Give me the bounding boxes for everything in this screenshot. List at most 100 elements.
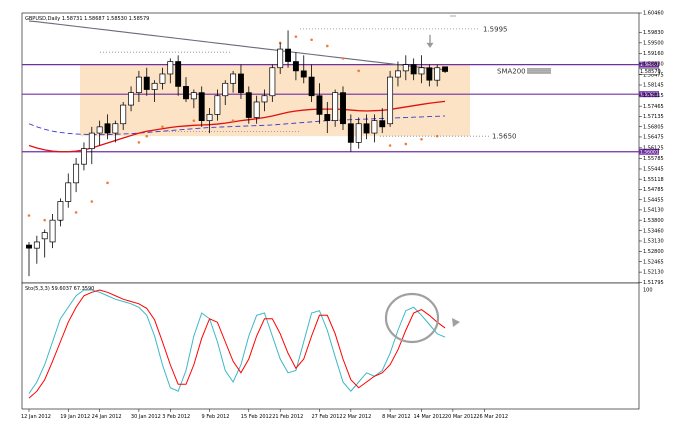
highlight-circle: [384, 292, 440, 344]
candle-body-4: [57, 201, 64, 221]
y-tick-label-10: 1.56805: [643, 124, 664, 130]
x-tick-label-9: 2 Mar 2012: [343, 414, 372, 420]
psar-dot-19: [404, 142, 408, 146]
candle-body-13: [128, 92, 134, 106]
y-tick-label-23: 1.52465: [643, 259, 664, 265]
stoch-signal-line: [28, 289, 446, 399]
y-tick-label-25: 1.51795: [643, 280, 664, 286]
candle-body-25: [222, 82, 229, 97]
y-tick-label-14: 1.55445: [643, 167, 664, 173]
x-tick-label-13: 26 Mar 2012: [476, 414, 508, 420]
psar-dot-9: [192, 119, 196, 122]
candle-body-53: [442, 66, 449, 72]
y-tick-label-13: 1.55785: [643, 156, 664, 162]
current-price-tag: [638, 68, 660, 75]
candle-body-45: [379, 120, 386, 128]
psar-dot-13: [294, 35, 298, 38]
x-tick-label-8: 27 Feb 2012: [311, 414, 342, 420]
psar-dot-14: [310, 38, 313, 42]
y-tick-label-3: 1.59160: [643, 51, 664, 57]
x-tick-label-3: 30 Jan 2012: [131, 414, 161, 420]
candle-body-8: [88, 132, 95, 149]
y-tick-label-11: 1.56475: [643, 135, 664, 141]
osc-y-tick-label: 100: [643, 288, 653, 294]
candle-body-52: [434, 67, 441, 81]
candle-body-29: [253, 101, 260, 118]
candle-body-11: [112, 123, 119, 134]
x-tick-label-0: 12 Jan 2012: [21, 414, 51, 420]
y-tick-label-8: 1.57465: [643, 104, 664, 110]
psar-dot-20: [420, 137, 423, 141]
psar-dot-0: [27, 214, 31, 217]
candle-body-6: [73, 163, 80, 184]
candle-body-35: [300, 70, 307, 78]
candle-body-46: [387, 76, 394, 125]
x-tick-label-1: 19 Jan 2012: [60, 414, 90, 420]
y-tick-label-20: 1.53460: [643, 228, 664, 234]
x-tick-label-5: 9 Feb 2012: [202, 414, 230, 420]
candle-body-20: [183, 86, 189, 100]
down-arrow-head-icon: [426, 42, 434, 48]
x-tick-label-4: 3 Feb 2012: [162, 414, 190, 420]
y-tick-label-21: 1.53130: [643, 239, 664, 245]
candle-body-34: [292, 61, 299, 72]
psar-dot-16: [341, 57, 345, 60]
psar-dot-3: [74, 211, 78, 214]
level-label-0: 1.58807: [640, 62, 659, 68]
y-tick-label-17: 1.54455: [643, 197, 664, 203]
psar-dot-17: [357, 69, 361, 73]
candle-body-9: [96, 126, 103, 134]
candle-body-23: [206, 114, 213, 121]
sma200-legend-bar: [527, 68, 551, 70]
y-tick-label-1: 1.59830: [643, 30, 664, 36]
x-tick-label-6: 15 Feb 2012: [241, 414, 272, 420]
candle-body-27: [238, 73, 244, 93]
x-tick-label-2: 24 Jan 2012: [92, 414, 122, 420]
y-tick-label-7: 1.57815: [643, 93, 664, 99]
candle-body-3: [49, 219, 56, 243]
sma200-line: [28, 20, 446, 71]
candle-body-49: [410, 64, 417, 75]
price-panel-header: GBPUSD,Daily 1.58731 1.58687 1.58530 1.5…: [25, 16, 149, 22]
psar-dot-7: [145, 134, 149, 138]
y-tick-label-19: 1.53800: [643, 218, 664, 224]
candle-body-5: [65, 182, 72, 202]
y-tick-label-18: 1.54130: [643, 208, 664, 214]
level-label-1: 1.57852: [640, 92, 659, 98]
oscillator-panel-header: Sto(5,3,3) 59.6037 67.3590: [25, 286, 94, 292]
level-tag-1: [639, 91, 659, 98]
candle-body-36: [308, 76, 315, 97]
y-tick-label-16: 1.54785: [643, 187, 664, 193]
candle-body-42: [355, 123, 362, 143]
candle-body-40: [340, 92, 346, 125]
candle-body-44: [371, 120, 378, 134]
candle-body-48: [402, 64, 409, 72]
candle-body-28: [245, 92, 252, 118]
candle-body-14: [135, 76, 142, 93]
annotation-1-5995: 1.5995: [483, 25, 508, 33]
x-tick-label-12: 20 Mar 2012: [445, 414, 477, 420]
candle-body-21: [190, 92, 197, 100]
candle-body-7: [80, 148, 87, 165]
candle-body-15: [143, 76, 150, 90]
candle-body-31: [269, 67, 276, 97]
candle-body-32: [277, 48, 284, 69]
psar-dot-11: [231, 119, 235, 122]
x-tick-label-10: 8 Mar 2012: [382, 414, 411, 420]
ma-blue-line: [28, 115, 446, 136]
candle-body-2: [41, 232, 48, 240]
psar-dot-8: [161, 125, 164, 129]
level-label-2: 1.56001: [640, 149, 659, 155]
y-tick-label-15: 1.55118: [643, 177, 664, 183]
y-tick-label-0: 1.60460: [643, 11, 664, 17]
candle-body-18: [167, 61, 174, 75]
y-tick-label-9: 1.57135: [643, 114, 664, 120]
psar-dot-5: [106, 181, 109, 185]
candle-body-10: [104, 123, 111, 134]
highlight-arrow-icon: [452, 318, 460, 327]
candle-body-39: [332, 92, 339, 121]
annotation-sma200: SMA200: [497, 67, 526, 75]
psar-dot-4: [90, 200, 94, 203]
sma200-legend-bar: [527, 72, 551, 74]
candle-body-19: [175, 61, 182, 87]
